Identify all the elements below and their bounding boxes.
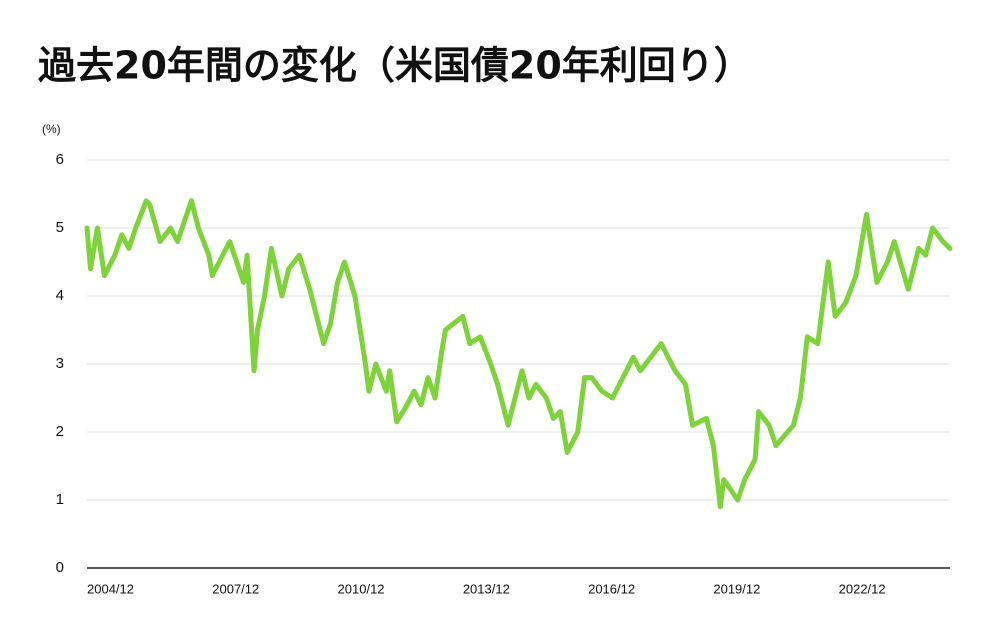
y-tick-label: 0 bbox=[56, 559, 64, 576]
y-tick-label: 2 bbox=[56, 423, 64, 440]
x-tick-label: 2010/12 bbox=[338, 581, 385, 596]
y-unit: (%) bbox=[42, 122, 61, 136]
x-tick-label: 2022/12 bbox=[839, 581, 886, 596]
x-tick-label: 2004/12 bbox=[87, 581, 134, 596]
x-tick-label: 2019/12 bbox=[713, 581, 760, 596]
x-tick-label: 2007/12 bbox=[212, 581, 259, 596]
y-tick-label: 3 bbox=[56, 355, 64, 372]
y-tick-label: 6 bbox=[56, 151, 64, 168]
x-tick-label: 2016/12 bbox=[588, 581, 635, 596]
y-tick-label: 4 bbox=[56, 287, 64, 304]
y-tick-label: 1 bbox=[56, 491, 64, 508]
line bbox=[84, 198, 953, 510]
x-tick-label: 2013/12 bbox=[463, 581, 510, 596]
y-tick-label: 5 bbox=[56, 219, 64, 236]
chart-title: 過去20年間の変化（米国債20年利回り） bbox=[38, 44, 752, 88]
